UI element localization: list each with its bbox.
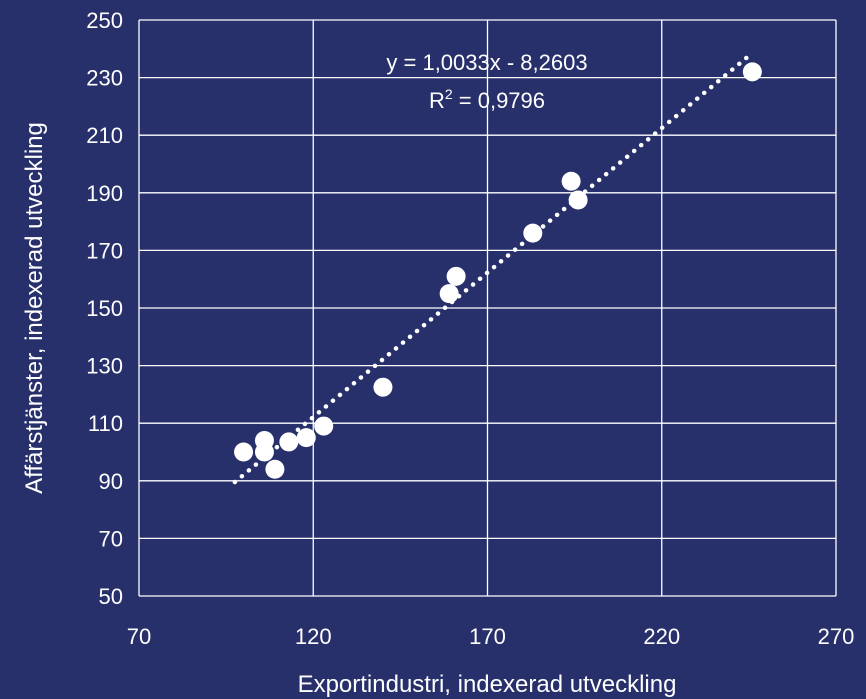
data-point bbox=[314, 416, 334, 436]
r-squared-superscript: 2 bbox=[445, 86, 453, 102]
data-point bbox=[439, 284, 459, 304]
data-point bbox=[296, 428, 316, 448]
x-tick-label: 170 bbox=[469, 624, 506, 649]
trendline-r-squared: R2 = 0,9796 bbox=[429, 86, 545, 113]
y-tick-labels: 50 70 90 110 130 150 170 190 210 230 250 bbox=[86, 8, 123, 609]
y-tick-label: 230 bbox=[86, 66, 123, 91]
data-point bbox=[254, 442, 274, 462]
x-axis-title: Exportindustri, indexerad utveckling bbox=[298, 671, 677, 698]
x-tick-label: 120 bbox=[295, 624, 332, 649]
y-tick-label: 130 bbox=[86, 354, 123, 379]
data-point bbox=[561, 171, 581, 191]
data-point bbox=[568, 190, 588, 210]
y-tick-label: 250 bbox=[86, 8, 123, 33]
trendline-group bbox=[232, 53, 752, 485]
data-point bbox=[279, 432, 299, 452]
data-point bbox=[742, 62, 762, 82]
data-point bbox=[234, 442, 254, 462]
y-axis-title: Affärstjänster, indexerad utveckling bbox=[21, 122, 48, 494]
x-tick-label: 270 bbox=[818, 624, 855, 649]
y-tick-label: 150 bbox=[86, 296, 123, 321]
x-tick-labels: 70 120 170 220 270 bbox=[127, 624, 855, 649]
y-tick-label: 50 bbox=[99, 584, 123, 609]
trendline-equation: y = 1,0033x - 8,2603 bbox=[386, 50, 587, 75]
data-point bbox=[446, 266, 466, 286]
y-tick-label: 110 bbox=[88, 411, 123, 436]
y-tick-label: 90 bbox=[99, 469, 123, 494]
y-tick-label: 190 bbox=[86, 181, 123, 206]
data-point bbox=[523, 223, 543, 243]
y-tick-label: 70 bbox=[99, 526, 123, 551]
trendline bbox=[232, 53, 752, 485]
y-tick-label: 210 bbox=[86, 123, 123, 148]
x-tick-label: 220 bbox=[643, 624, 680, 649]
data-point bbox=[373, 377, 393, 397]
y-tick-label: 170 bbox=[86, 238, 123, 263]
data-points bbox=[234, 62, 762, 479]
grid-lines bbox=[138, 19, 837, 597]
data-point bbox=[265, 459, 285, 479]
x-tick-label: 70 bbox=[127, 624, 151, 649]
